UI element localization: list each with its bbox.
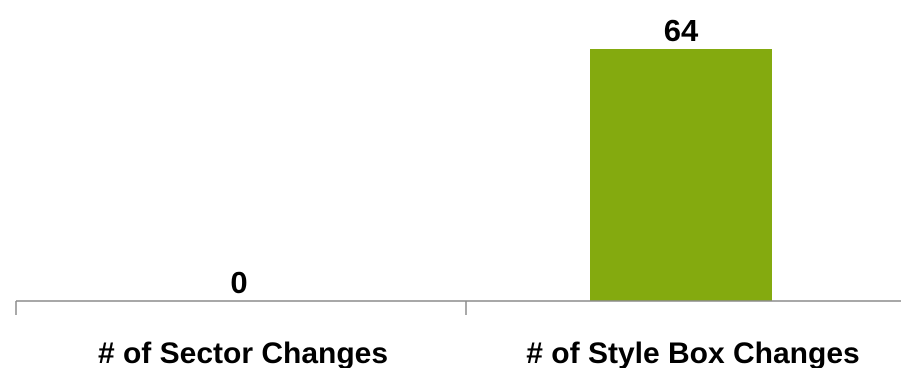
x-tick-label-1: # of Style Box Changes	[526, 337, 859, 368]
x-axis	[15, 300, 901, 315]
data-labels-layer: 0 64	[230, 13, 699, 300]
x-tick-label-0: # of Sector Changes	[98, 337, 388, 368]
x-tick-labels-layer: # of Sector Changes # of Style Box Change…	[98, 337, 860, 368]
data-label-0: 0	[230, 265, 247, 300]
bar-1	[590, 49, 772, 301]
data-label-1: 64	[664, 13, 699, 48]
bars-layer	[590, 49, 772, 301]
